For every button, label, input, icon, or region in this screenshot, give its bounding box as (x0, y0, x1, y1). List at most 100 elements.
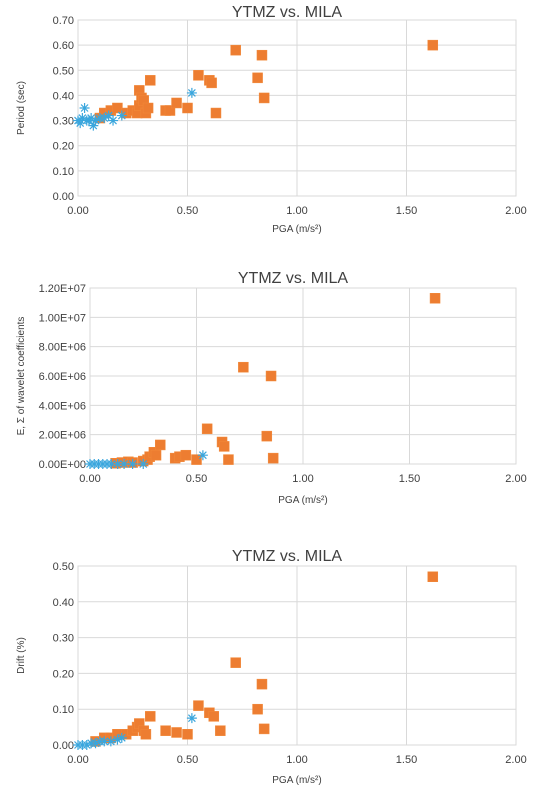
y-tick-label: 0.20 (53, 668, 74, 680)
y-tick-label: 0.40 (53, 90, 74, 102)
x-axis-label: PGA (m/s²) (272, 775, 321, 786)
plot-area (77, 19, 517, 197)
y-tick-label: 0.00 (53, 740, 74, 752)
data-point-square (171, 727, 182, 738)
data-point-star (99, 113, 110, 124)
x-tick-label: 1.00 (292, 473, 313, 485)
series-1 (90, 571, 439, 747)
y-tick-label: 0.50 (53, 561, 74, 573)
data-point-square (193, 700, 204, 711)
x-tick-label: 2.00 (505, 754, 526, 766)
x-tick-label: 1.50 (399, 473, 420, 485)
x-tick-label: 1.50 (396, 205, 417, 217)
data-point-square (256, 49, 268, 61)
data-point-square (252, 72, 263, 84)
y-tick-label: 0.50 (53, 65, 74, 77)
x-tick-label: 0.00 (79, 473, 100, 485)
data-point-square (160, 725, 171, 736)
data-point-star (75, 118, 86, 129)
data-point-square (164, 105, 176, 116)
data-point-star (112, 459, 123, 469)
data-point-star (77, 113, 88, 124)
x-axis-label: PGA (m/s²) (278, 495, 327, 506)
data-point-square (150, 449, 162, 461)
chart-title: YTMZ vs. MILA (238, 270, 349, 287)
data-point-square (182, 729, 193, 740)
y-tick-label: 0.00E+00 (39, 459, 86, 471)
data-point-square (145, 75, 156, 86)
data-point-square (112, 102, 123, 114)
data-point-star (90, 115, 101, 126)
series-1 (94, 39, 439, 124)
data-point-star (186, 87, 197, 98)
y-tick-label: 2.00E+06 (39, 430, 86, 442)
data-point-square (223, 454, 234, 465)
chart-title: YTMZ vs. MILA (232, 4, 343, 21)
y-tick-label: 0.10 (53, 166, 74, 178)
y-tick-label: 4.00E+06 (39, 400, 86, 412)
data-point-star (138, 459, 149, 469)
series-2 (85, 450, 208, 469)
data-point-square (193, 70, 204, 81)
x-tick-label: 1.00 (286, 754, 307, 766)
x-tick-label: 1.50 (396, 754, 417, 766)
data-point-square (182, 102, 193, 114)
data-point-square (429, 293, 441, 304)
x-axis-label: PGA (m/s²) (272, 224, 321, 235)
data-point-star (103, 110, 114, 121)
data-point-star (119, 459, 130, 469)
x-tick-label: 0.50 (177, 754, 198, 766)
chart-title: YTMZ vs. MILA (232, 548, 343, 565)
data-point-square (191, 454, 202, 465)
data-point-square (155, 439, 166, 451)
scatter-chart-1: YTMZ vs. MILA 0.00 0.10 0.20 0.30 0.40 0.50 0.6… (16, 4, 527, 235)
x-tick-label: 1.00 (286, 205, 307, 217)
data-point-square (427, 571, 439, 582)
data-point-square (230, 44, 241, 56)
y-tick-label: 0.20 (53, 141, 74, 153)
series-2 (73, 87, 197, 131)
data-point-square (140, 729, 152, 740)
plot-area (89, 287, 517, 465)
y-axis-label: Period (sec) (16, 81, 27, 135)
data-point-star (99, 736, 110, 747)
data-point-star (108, 115, 119, 126)
data-point-square (261, 430, 273, 442)
y-tick-label: 8.00E+06 (39, 342, 86, 354)
data-point-square (230, 657, 241, 668)
data-point-square (256, 678, 268, 690)
data-point-square (215, 725, 226, 736)
data-point-square (171, 97, 182, 109)
data-point-square (258, 723, 270, 735)
y-tick-label: 0.00 (53, 191, 74, 203)
x-tick-label: 0.50 (177, 205, 198, 217)
y-tick-label: 0.60 (53, 40, 74, 52)
data-point-star (112, 734, 123, 745)
data-point-star (105, 736, 116, 747)
y-tick-label: 0.30 (53, 116, 74, 128)
data-point-square (180, 449, 192, 461)
data-point-star (79, 103, 90, 113)
data-point-square (258, 92, 270, 104)
scatter-chart-3: YTMZ vs. MILA 0.00 0.10 0.20 0.30 0.40 0.50 0.0… (16, 548, 527, 786)
series-2 (73, 713, 197, 750)
y-tick-label: 0.30 (53, 633, 74, 645)
data-point-star (90, 738, 101, 749)
x-tick-label: 2.00 (505, 205, 526, 217)
y-tick-label: 0.40 (53, 597, 74, 609)
data-point-square (267, 452, 279, 464)
series-1 (110, 293, 441, 469)
x-tick-label: 2.00 (505, 473, 526, 485)
data-point-square (201, 423, 213, 435)
y-axis-label: Drift (%) (16, 637, 27, 674)
data-point-star (106, 459, 117, 469)
data-point-star (197, 450, 208, 461)
x-tick-label: 0.00 (67, 205, 88, 217)
data-point-star (88, 120, 99, 131)
data-point-square (427, 39, 439, 51)
data-point-square (206, 77, 217, 89)
data-point-square (238, 361, 249, 373)
data-point-star (116, 110, 127, 121)
data-point-square (252, 703, 263, 715)
